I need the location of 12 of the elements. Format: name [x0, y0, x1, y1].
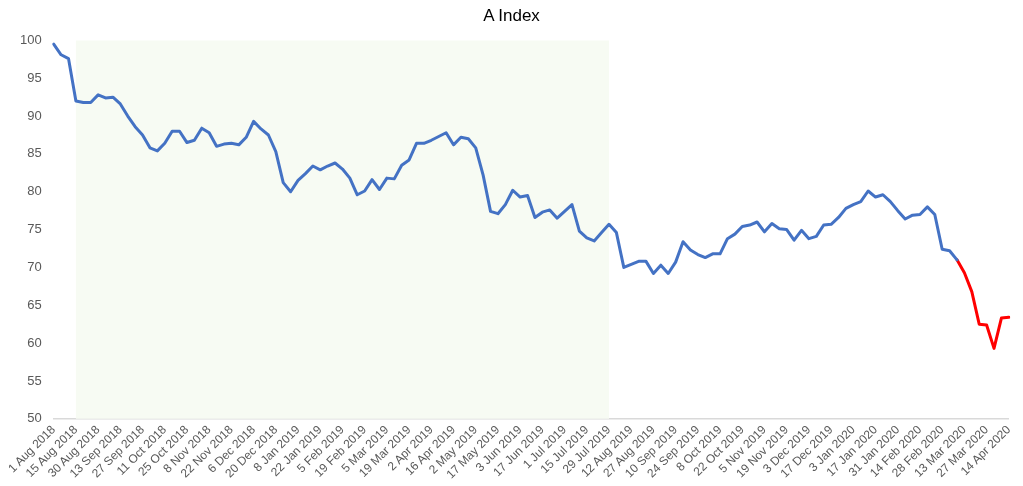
y-tick-label: 75: [27, 221, 42, 237]
y-tick-label: 50: [27, 410, 42, 426]
y-tick-label: 60: [27, 334, 42, 350]
y-tick-label: 100: [19, 31, 42, 47]
y-tick-label: 65: [27, 296, 42, 312]
y-tick-label: 70: [27, 258, 42, 274]
y-tick-label: 55: [27, 372, 42, 388]
y-tick-label: 95: [27, 69, 42, 85]
y-tick-label: 90: [27, 107, 42, 123]
y-tick-label: 85: [27, 145, 42, 161]
chart-title: A Index: [483, 5, 541, 25]
y-tick-label: 80: [27, 183, 42, 199]
